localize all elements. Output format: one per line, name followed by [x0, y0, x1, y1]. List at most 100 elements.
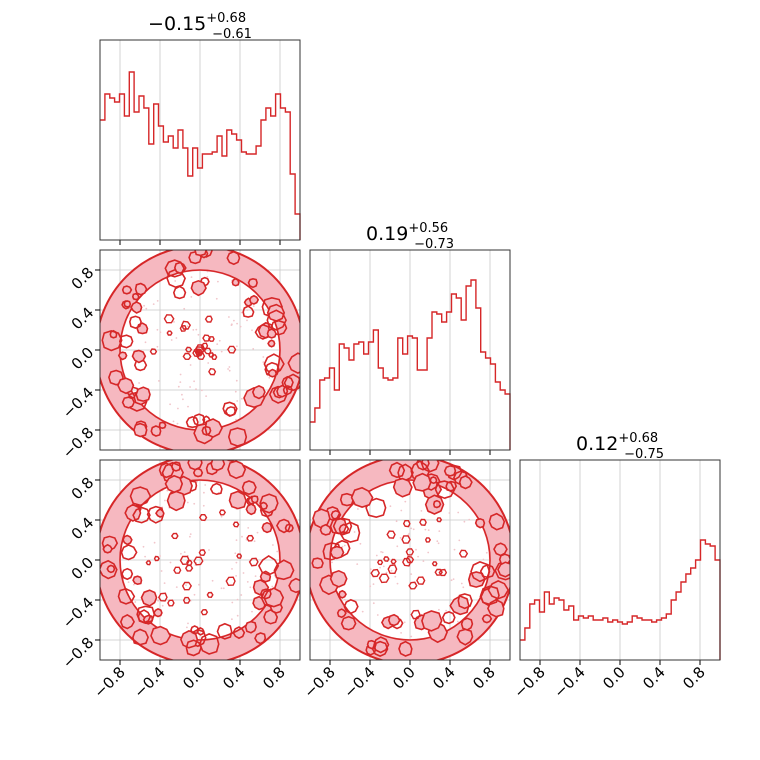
- contour-blob: [373, 636, 390, 654]
- sample-dot: [228, 316, 230, 318]
- sample-dot: [159, 331, 162, 334]
- contour-blob: [117, 588, 136, 605]
- contour-blob: [150, 425, 162, 437]
- contour-blob: [432, 499, 442, 509]
- sample-dot: [460, 582, 463, 585]
- contour-island: [193, 556, 204, 566]
- contour-island: [410, 609, 421, 620]
- hist-2-frame: [309, 249, 511, 451]
- title-param-2: 0.19+0.56 −0.73: [366, 221, 454, 252]
- sample-dot: [222, 587, 225, 590]
- contour-island: [211, 354, 218, 361]
- sample-dot: [166, 489, 169, 492]
- contour-island: [434, 568, 443, 576]
- sample-dot: [375, 554, 378, 557]
- contour-blob: [398, 640, 413, 657]
- contour-blob: [338, 523, 350, 534]
- sample-dot: [254, 575, 257, 577]
- sample-dot: [341, 545, 344, 548]
- contour-blob: [117, 377, 135, 395]
- sample-dot: [422, 560, 425, 562]
- sample-dot: [457, 511, 460, 514]
- sample-dot: [138, 382, 141, 384]
- contour-island: [185, 346, 193, 353]
- sample-dot: [357, 508, 359, 510]
- title-param-3: 0.12+0.68 −0.75: [576, 431, 664, 462]
- contour-blob: [194, 250, 208, 257]
- sample-dot: [190, 276, 193, 278]
- sample-dot: [235, 539, 238, 541]
- sample-dot: [241, 535, 243, 538]
- sample-dot: [196, 480, 199, 483]
- contour-blob: [443, 465, 457, 477]
- title-param-2-minus: −0.73: [414, 237, 454, 252]
- xtick-label-col1-1: −0.8: [90, 663, 128, 701]
- sample-dot: [427, 529, 430, 531]
- sample-dot: [453, 548, 456, 551]
- contour-blob: [185, 639, 202, 657]
- contour-island: [173, 566, 182, 574]
- sample-dot: [436, 540, 439, 543]
- sample-dot: [458, 539, 461, 542]
- contour-blob: [338, 589, 347, 599]
- xtick-label-col2-3: 0.0: [389, 663, 419, 693]
- contour-blob: [166, 490, 186, 512]
- contour-blob: [150, 625, 172, 646]
- contour-blob: [319, 523, 333, 536]
- sample-dot: [216, 343, 219, 345]
- contour-blob: [248, 294, 260, 305]
- ytick-label-row2-1: −0.8: [59, 424, 97, 462]
- contour-blob: [288, 577, 300, 594]
- sample-dot: [195, 328, 198, 331]
- sample-dot: [276, 550, 279, 553]
- contour-blob: [124, 503, 142, 522]
- sample-dot: [369, 568, 372, 571]
- contour-layer-r2-c1: [100, 250, 300, 450]
- contour-blob: [371, 640, 389, 657]
- contour-island: [419, 518, 427, 527]
- sample-dot: [193, 593, 196, 596]
- contour-blob: [332, 517, 353, 536]
- sample-dot: [220, 350, 223, 353]
- contour-blob: [488, 512, 506, 531]
- contour-blob: [259, 588, 272, 600]
- contour-island: [198, 514, 208, 522]
- sample-dot: [452, 578, 455, 580]
- sample-dot: [133, 583, 135, 586]
- contour-blob: [216, 622, 233, 640]
- sample-dot: [396, 545, 399, 548]
- sample-dot: [190, 296, 193, 298]
- contour-blob: [199, 633, 220, 655]
- sample-dot: [182, 398, 184, 401]
- contour-blob: [244, 620, 257, 634]
- ytick-label-row2-5: 0.8: [68, 264, 98, 294]
- contour-island: [167, 599, 175, 607]
- sample-dot: [189, 386, 192, 388]
- xtick-label-col3-5: 0.8: [679, 663, 709, 693]
- contour-blob: [339, 492, 355, 507]
- contour-island: [206, 591, 214, 599]
- contour-blob: [224, 406, 237, 417]
- sample-dot: [217, 280, 219, 283]
- sample-dot: [203, 491, 205, 494]
- contour-island: [248, 557, 259, 567]
- contour-island: [200, 342, 209, 350]
- contour-blob: [227, 427, 248, 447]
- sample-dot: [448, 512, 451, 514]
- sample-dot: [369, 585, 372, 588]
- contour-blob: [445, 480, 458, 492]
- contour-blob: [273, 559, 295, 581]
- contour-blob: [130, 301, 143, 314]
- sample-dot: [170, 339, 173, 341]
- sample-dot: [410, 527, 413, 530]
- contour-blob: [201, 425, 212, 436]
- contour-blob: [479, 585, 500, 606]
- contour-island: [182, 352, 192, 361]
- contour-blob: [131, 292, 140, 301]
- contour-blob: [493, 542, 508, 557]
- sample-dot: [410, 573, 413, 575]
- sample-dot: [239, 325, 242, 328]
- contour-island: [405, 548, 415, 556]
- sample-dot: [445, 609, 447, 612]
- contour-blob: [261, 521, 273, 534]
